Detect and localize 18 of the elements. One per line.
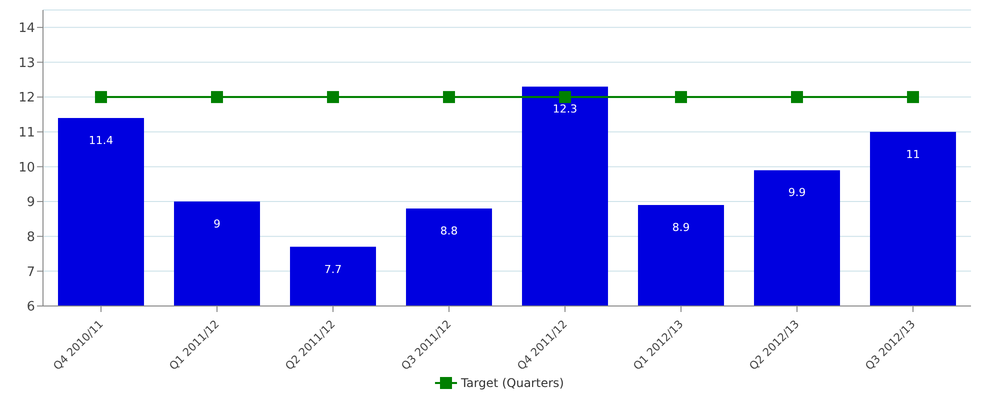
- y-tick-label: 8: [26, 230, 35, 245]
- data-label: 12.3: [552, 102, 578, 116]
- y-tick-label: 7: [26, 264, 35, 280]
- data-label: 8.9: [672, 221, 690, 234]
- y-tick-label: 12: [18, 90, 35, 106]
- y-tick-label: 6: [26, 300, 35, 315]
- data-label: 11: [906, 148, 920, 161]
- y-tick-label: 9: [26, 195, 35, 210]
- legend-label: Target (Quarters): [461, 376, 564, 390]
- y-tick-label: 11: [18, 125, 35, 140]
- y-tick-label: 13: [18, 56, 35, 71]
- y-tick-label: 14: [18, 21, 35, 36]
- y-tick-label: 10: [18, 160, 35, 176]
- data-label: 7.7: [324, 262, 342, 276]
- data-label: 11.4: [88, 134, 114, 147]
- data-label: 8.8: [440, 224, 458, 238]
- data-label: 9.9: [788, 186, 806, 200]
- data-label: 9: [214, 218, 220, 231]
